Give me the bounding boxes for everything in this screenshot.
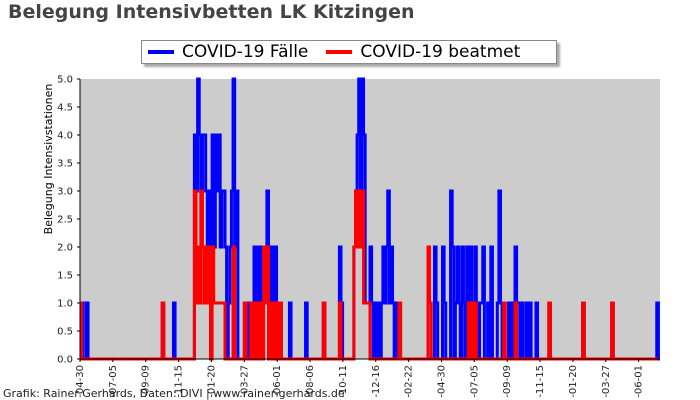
x-tick-label: -03-27: [239, 365, 250, 398]
x-tick-label: -07-05: [469, 365, 480, 398]
y-tick-label: 4.5: [57, 103, 73, 114]
x-tick-label: -09-09: [141, 365, 152, 398]
y-tick-label: 1.5: [57, 271, 73, 282]
footer-credit: Grafik: Rainer Gerhards, Daten: DIVI | w…: [3, 387, 345, 400]
x-tick-label: -11-15: [174, 365, 185, 398]
legend-label-beatmet: COVID-19 beatmet: [360, 42, 521, 62]
x-tick-label: -04-30: [75, 365, 86, 398]
legend-item-beatmet: COVID-19 beatmet: [326, 42, 520, 62]
y-tick-label: 0.0: [57, 355, 73, 366]
x-tick-label: -01-20: [206, 365, 217, 398]
y-axis-label: Belegung Intensivstationen: [42, 84, 55, 235]
x-tick-label: -06-01: [272, 365, 283, 398]
y-tick-label: 3.5: [57, 159, 73, 170]
x-tick-label: -06-01: [634, 365, 645, 398]
legend-item-faelle: COVID-19 Fälle: [148, 42, 308, 62]
y-tick-label: 2.0: [57, 243, 73, 254]
x-tick-label: -04-30: [436, 365, 447, 398]
x-tick-label: -09-09: [502, 365, 513, 398]
y-axis: 0.0 0.5 1.0 1.5 2.0 2.5 3.0 3.5 4.0 4.5 5.0: [57, 75, 81, 366]
x-tick-label: -02-22: [404, 365, 415, 398]
x-tick-label: -03-27: [601, 365, 612, 398]
x-tick-label: -08-06: [305, 365, 316, 398]
legend-swatch-faelle: [148, 50, 174, 54]
y-tick-label: 5.0: [57, 75, 73, 86]
x-tick-label: -10-11: [338, 365, 349, 398]
y-tick-label: 0.5: [57, 327, 73, 338]
y-tick-label: 3.0: [57, 187, 73, 198]
y-tick-label: 2.5: [57, 215, 73, 226]
x-axis: -04-30 -07-05 -09-09 -11-15 -01-20 -03-27 -06-…: [75, 358, 660, 398]
x-tick-label: -11-15: [535, 365, 546, 398]
y-tick-label: 4.0: [57, 131, 73, 142]
legend-label-faelle: COVID-19 Fälle: [182, 42, 309, 62]
series-layer: [80, 77, 660, 361]
x-tick-label: -07-05: [108, 365, 119, 398]
chart-title: Belegung Intensivbetten LK Kitzingen: [8, 1, 415, 23]
x-tick-label: -01-20: [568, 365, 579, 398]
chart-legend: COVID-19 Fälle COVID-19 beatmet: [141, 40, 557, 64]
legend-swatch-beatmet: [326, 50, 353, 54]
series-line-1: [80, 189, 659, 361]
x-tick-label: -12-16: [371, 365, 382, 398]
y-tick-label: 1.0: [57, 299, 73, 310]
series-line-0: [80, 77, 660, 361]
